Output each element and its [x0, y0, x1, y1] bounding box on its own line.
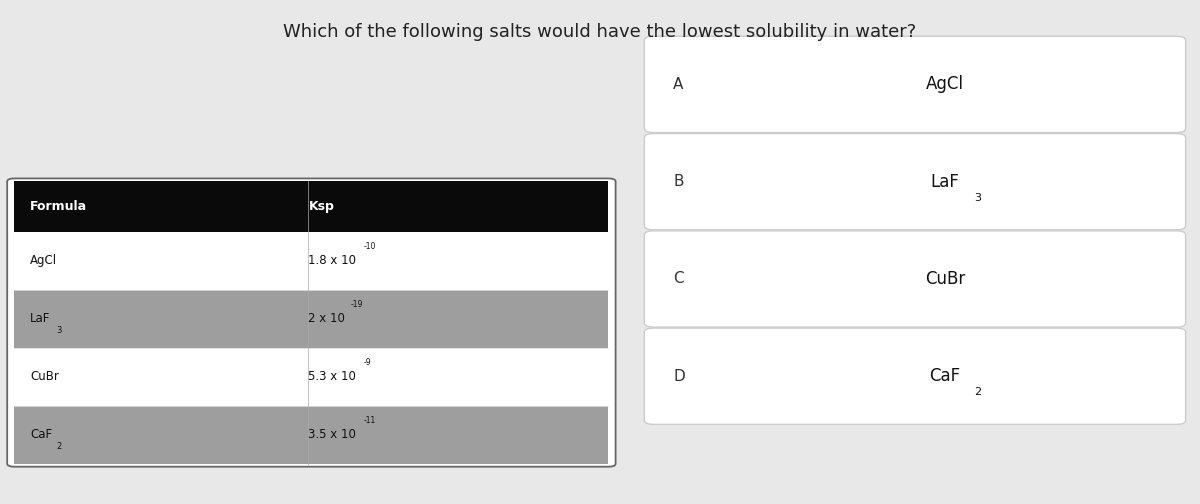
FancyBboxPatch shape: [644, 134, 1186, 230]
Text: B: B: [673, 174, 684, 189]
FancyBboxPatch shape: [7, 178, 616, 467]
Text: Which of the following salts would have the lowest solubility in water?: Which of the following salts would have …: [283, 23, 917, 41]
Bar: [14, 406, 608, 464]
Text: A: A: [673, 77, 684, 92]
FancyBboxPatch shape: [644, 328, 1186, 424]
Text: 2: 2: [974, 387, 980, 397]
FancyBboxPatch shape: [644, 231, 1186, 327]
Text: CaF: CaF: [930, 367, 960, 385]
Text: Ksp: Ksp: [308, 200, 335, 213]
Bar: [14, 232, 608, 290]
Text: CaF: CaF: [30, 428, 52, 441]
Text: -9: -9: [364, 358, 372, 367]
Text: 3: 3: [974, 193, 980, 203]
Text: AgCl: AgCl: [30, 255, 58, 267]
Text: CuBr: CuBr: [30, 370, 59, 383]
Text: 2: 2: [56, 442, 61, 451]
Text: D: D: [673, 369, 685, 384]
Text: 2 x 10: 2 x 10: [308, 312, 346, 325]
Text: -10: -10: [364, 242, 377, 251]
Text: LaF: LaF: [930, 173, 960, 191]
Text: LaF: LaF: [30, 312, 50, 325]
FancyBboxPatch shape: [644, 36, 1186, 133]
Text: Formula: Formula: [30, 200, 88, 213]
Text: 3.5 x 10: 3.5 x 10: [308, 428, 356, 441]
Text: CuBr: CuBr: [925, 270, 965, 288]
Text: AgCl: AgCl: [926, 76, 964, 93]
Text: 5.3 x 10: 5.3 x 10: [308, 370, 356, 383]
Text: -11: -11: [364, 416, 377, 425]
Text: C: C: [673, 272, 684, 286]
Bar: [14, 181, 608, 232]
Bar: [14, 348, 608, 406]
Text: 1.8 x 10: 1.8 x 10: [308, 255, 356, 267]
Bar: [14, 290, 608, 348]
Text: -19: -19: [350, 300, 362, 309]
Text: 3: 3: [56, 326, 61, 335]
